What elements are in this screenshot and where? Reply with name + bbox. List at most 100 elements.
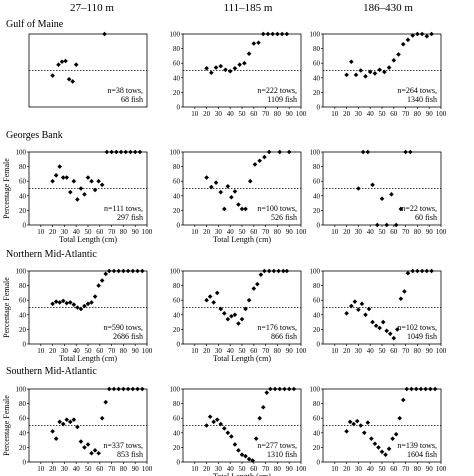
y-tick-label: 60 bbox=[313, 178, 321, 186]
data-point bbox=[57, 300, 62, 305]
x-tick-label: 50 bbox=[239, 228, 247, 236]
sample-size-annotation: n=222 tows, 1109 fish bbox=[257, 86, 297, 104]
annotation-line: 297 fish bbox=[117, 213, 143, 222]
y-tick-label: 20 bbox=[173, 444, 181, 452]
annotation-line: n=22 tows, bbox=[401, 204, 437, 213]
data-point bbox=[410, 268, 415, 274]
data-point bbox=[386, 65, 392, 70]
data-point bbox=[243, 453, 248, 459]
x-tick-label: 70 bbox=[108, 228, 116, 236]
x-tick-label: 20 bbox=[49, 228, 57, 236]
data-point bbox=[251, 286, 257, 291]
sample-size-annotation: n=176 tows, 866 fish bbox=[257, 323, 297, 341]
data-point bbox=[257, 158, 262, 164]
data-point bbox=[428, 386, 433, 392]
x-tick-label: 80 bbox=[274, 347, 282, 355]
data-point bbox=[352, 299, 358, 304]
annotation-line: n=277 tows, bbox=[257, 441, 297, 450]
y-tick-label: 80 bbox=[313, 45, 321, 53]
data-point bbox=[419, 31, 425, 37]
data-point bbox=[369, 436, 374, 441]
x-tick-label: 90 bbox=[426, 347, 434, 355]
data-point bbox=[363, 74, 368, 79]
data-point bbox=[353, 72, 359, 78]
data-point bbox=[78, 186, 84, 191]
x-tick-label: 60 bbox=[96, 347, 104, 355]
data-point bbox=[262, 268, 267, 274]
y-tick-label: 0 bbox=[23, 222, 27, 230]
x-tick-label: 20 bbox=[343, 347, 351, 355]
sample-size-annotation: n=337 tows, 853 fish bbox=[103, 441, 143, 459]
annotation-line: n=111 tows, bbox=[104, 204, 143, 213]
y-tick-label: 40 bbox=[19, 429, 27, 437]
x-tick-label: 40 bbox=[227, 228, 235, 236]
x-tick-label: 30 bbox=[61, 465, 69, 473]
data-point bbox=[286, 386, 292, 392]
x-tick-label: 20 bbox=[203, 347, 211, 355]
data-point bbox=[373, 323, 379, 329]
data-point bbox=[365, 149, 371, 155]
data-point bbox=[132, 149, 138, 155]
data-point bbox=[89, 450, 94, 456]
data-point bbox=[207, 294, 213, 299]
data-point bbox=[405, 270, 411, 276]
data-point bbox=[99, 182, 105, 188]
data-point bbox=[396, 52, 401, 57]
data-point bbox=[344, 311, 349, 316]
data-point bbox=[135, 386, 140, 392]
data-point bbox=[207, 414, 213, 420]
data-point bbox=[60, 298, 66, 304]
y-tick-label: 20 bbox=[19, 207, 27, 215]
x-tick-label: 50 bbox=[85, 465, 93, 473]
data-point bbox=[383, 452, 388, 457]
annotation-line: n=102 tows, bbox=[397, 323, 437, 332]
data-point bbox=[286, 149, 292, 155]
data-point bbox=[362, 430, 367, 436]
x-tick-label: 10 bbox=[331, 228, 339, 236]
data-point bbox=[102, 31, 107, 37]
data-point bbox=[53, 436, 59, 441]
data-point bbox=[409, 386, 414, 392]
y-tick-label: 40 bbox=[313, 311, 321, 319]
y-tick-label: 20 bbox=[173, 89, 181, 97]
data-point bbox=[211, 300, 216, 305]
y-tick-label: 100 bbox=[310, 31, 321, 39]
x-tick-label: 30 bbox=[61, 347, 69, 355]
y-tick-label: 100 bbox=[16, 268, 27, 276]
data-point bbox=[363, 312, 368, 318]
y-tick-label: 100 bbox=[16, 149, 27, 157]
data-point bbox=[370, 182, 375, 188]
x-tick-label: 90 bbox=[426, 110, 434, 118]
annotation-line: 853 fish bbox=[117, 450, 143, 459]
data-point bbox=[213, 65, 219, 70]
data-point bbox=[347, 419, 353, 425]
y-axis-label: Percentage Female bbox=[2, 277, 11, 338]
x-tick-label: 50 bbox=[239, 347, 247, 355]
annotation-line: 1049 fish bbox=[407, 332, 437, 341]
data-point bbox=[232, 189, 238, 194]
data-point bbox=[222, 426, 227, 431]
data-point bbox=[92, 187, 98, 193]
data-point bbox=[75, 424, 80, 430]
column-headers: 27–110 m 111–185 m 186–430 m bbox=[70, 2, 413, 14]
data-point bbox=[391, 57, 397, 63]
y-tick-label: 100 bbox=[170, 149, 181, 157]
data-point bbox=[85, 442, 91, 447]
y-tick-label: 20 bbox=[19, 326, 27, 334]
data-point bbox=[85, 301, 91, 307]
y-tick-label: 80 bbox=[313, 282, 321, 290]
data-point bbox=[424, 33, 430, 39]
data-point bbox=[262, 154, 267, 160]
data-point bbox=[246, 456, 252, 462]
data-point bbox=[123, 149, 129, 155]
data-point bbox=[236, 321, 241, 326]
x-tick-label: 80 bbox=[274, 110, 282, 118]
y-tick-label: 40 bbox=[313, 192, 321, 200]
data-point bbox=[349, 59, 354, 65]
x-tick-label: 80 bbox=[120, 228, 128, 236]
data-point bbox=[57, 419, 62, 425]
